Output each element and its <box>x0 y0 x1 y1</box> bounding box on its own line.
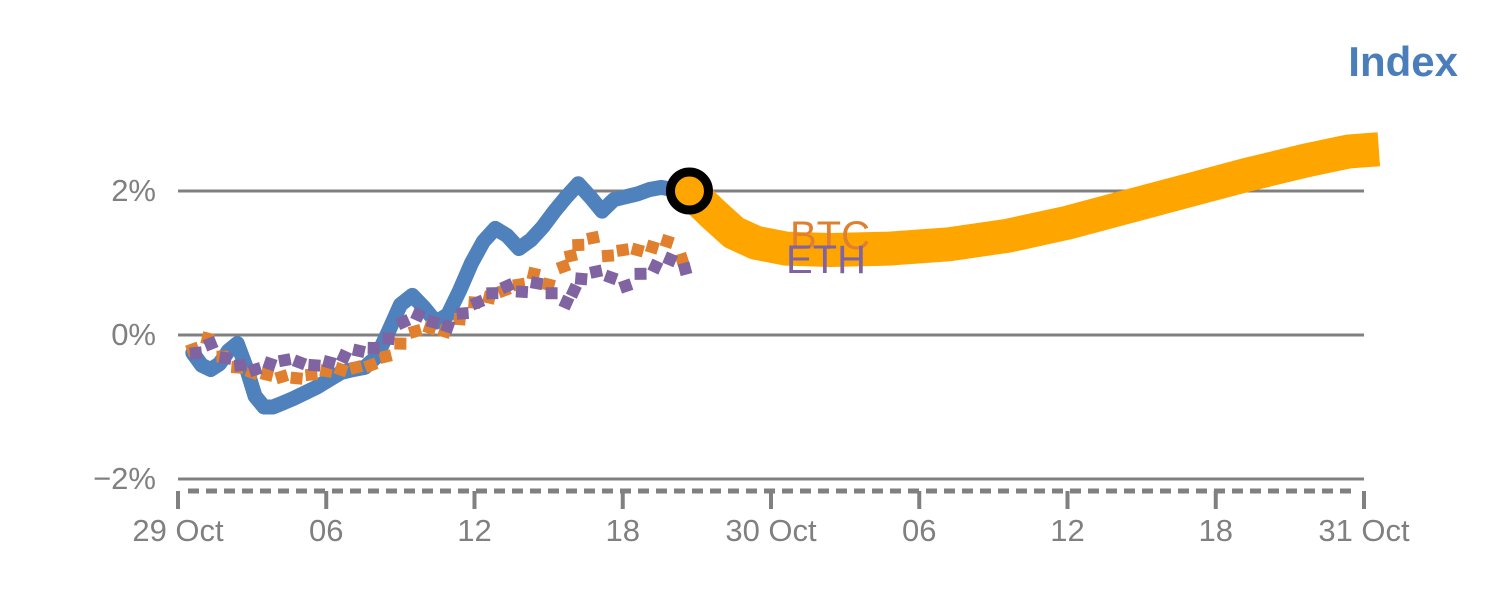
x-axis-tick-label: 18 <box>606 513 640 549</box>
x-axis-tick-label: 30 Oct <box>725 513 816 549</box>
y-axis-tick-label: 2% <box>0 173 156 209</box>
x-axis-tick-label: 06 <box>902 513 936 549</box>
y-axis-tick-label: 0% <box>0 317 156 353</box>
chart-container: Index 2% 0% −2% 29 Oct 06 12 18 30 Oct 06 12 18 31… <box>0 0 1500 600</box>
series-label-eth: ETH <box>786 238 866 283</box>
x-axis-tick-label: 06 <box>309 513 343 549</box>
current-value-marker[interactable] <box>670 172 708 210</box>
x-axis-tick-label: 31 Oct <box>1318 513 1409 549</box>
x-axis-ticks <box>178 491 1364 509</box>
data-series <box>185 149 1379 407</box>
x-axis-tick-label: 18 <box>1199 513 1233 549</box>
x-axis-tick-label: 12 <box>457 513 491 549</box>
chart-plot-area <box>0 0 1500 600</box>
page-title: Index <box>1348 38 1458 86</box>
x-axis-tick-label: 29 Oct <box>132 513 223 549</box>
y-axis-tick-label: −2% <box>0 461 156 497</box>
x-axis-tick-label: 12 <box>1050 513 1084 549</box>
